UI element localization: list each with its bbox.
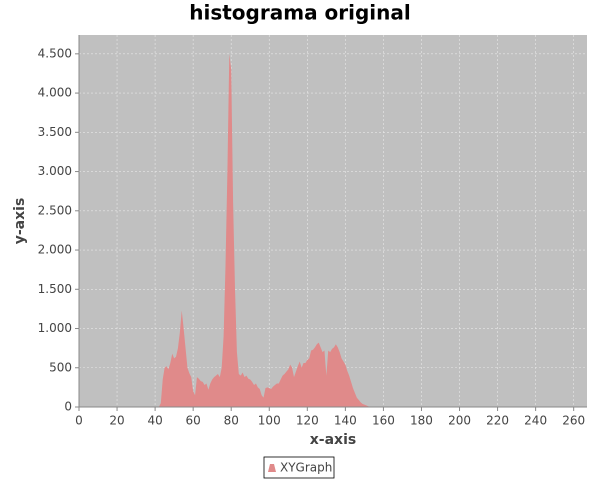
x-tick-label: 120 [296, 414, 319, 428]
x-tick-label: 0 [75, 414, 83, 428]
legend-swatch [268, 464, 276, 472]
y-tick-label: 1.000 [38, 321, 72, 335]
y-tick-label: 3.000 [38, 164, 72, 178]
plot-area [79, 35, 587, 407]
y-tick-label: 1.500 [38, 282, 72, 296]
x-tick-label: 40 [147, 414, 162, 428]
legend-box [263, 456, 335, 479]
x-tick-label: 80 [224, 414, 239, 428]
x-tick-label: 200 [448, 414, 471, 428]
x-tick-label: 240 [524, 414, 547, 428]
y-tick-label: 4.000 [38, 86, 72, 100]
y-tick-label: 3.500 [38, 125, 72, 139]
x-tick-label: 20 [109, 414, 124, 428]
x-tick-label: 160 [372, 414, 395, 428]
x-tick-label: 180 [410, 414, 433, 428]
x-tick-label: 60 [186, 414, 201, 428]
y-tick-label: 0 [64, 400, 72, 414]
y-tick-label: 500 [49, 360, 72, 374]
legend-label: XYGraph [280, 461, 332, 475]
x-tick-label: 140 [334, 414, 357, 428]
y-tick-label: 2.000 [38, 243, 72, 257]
y-tick-label: 2.500 [38, 203, 72, 217]
x-tick-label: 260 [562, 414, 585, 428]
chart-title: histograma original [189, 1, 411, 25]
x-tick-label: 220 [486, 414, 509, 428]
y-axis-title: y-axis [12, 198, 28, 245]
x-tick-label: 100 [258, 414, 281, 428]
x-axis-title: x-axis [310, 432, 356, 448]
y-tick-label: 4.500 [38, 46, 72, 60]
